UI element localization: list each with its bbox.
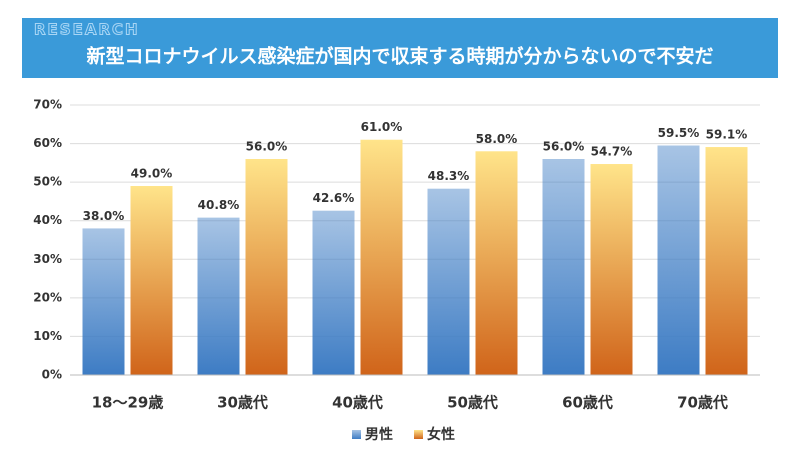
legend-label: 男性	[365, 426, 393, 443]
legend-label: 女性	[427, 426, 455, 443]
y-tick-label: 50%	[33, 175, 62, 189]
y-tick-label: 20%	[33, 290, 62, 304]
bar	[130, 186, 173, 375]
x-tick-label: 60歳代	[562, 394, 613, 412]
x-tick-label: 18〜29歳	[92, 394, 164, 412]
value-label: 58.0%	[476, 132, 518, 146]
bar	[475, 151, 518, 375]
value-label: 56.0%	[246, 140, 288, 154]
x-tick-label: 40歳代	[332, 394, 383, 412]
bar	[245, 159, 288, 375]
bar	[590, 164, 633, 375]
bar	[427, 188, 470, 375]
value-label: 48.3%	[428, 169, 470, 183]
y-tick-label: 10%	[33, 329, 62, 343]
value-label: 61.0%	[361, 120, 403, 134]
x-tick-label: 70歳代	[677, 394, 728, 412]
legend-swatch	[414, 430, 423, 439]
value-label: 59.5%	[658, 126, 700, 140]
bar	[657, 145, 700, 375]
chart-title: 新型コロナウイルス感染症が国内で収束する時期が分からないので不安だ	[86, 45, 713, 68]
y-tick-label: 60%	[33, 136, 62, 150]
x-tick-label: 50歳代	[447, 394, 498, 412]
y-tick-label: 30%	[33, 252, 62, 266]
value-label: 38.0%	[83, 209, 125, 223]
value-label: 56.0%	[543, 140, 585, 154]
bar	[542, 159, 585, 375]
legend-swatch	[352, 430, 361, 439]
bar	[82, 228, 125, 375]
title-banner	[22, 18, 778, 78]
bar	[197, 217, 240, 375]
value-label: 59.1%	[706, 128, 748, 142]
value-label: 54.7%	[591, 145, 633, 159]
bar	[360, 139, 403, 375]
x-tick-label: 30歳代	[217, 394, 268, 412]
y-tick-label: 0%	[42, 368, 62, 382]
value-label: 42.6%	[313, 191, 355, 205]
y-tick-label: 70%	[33, 98, 62, 112]
value-label: 49.0%	[131, 167, 173, 181]
bar	[705, 147, 748, 375]
value-label: 40.8%	[198, 198, 240, 212]
y-tick-label: 40%	[33, 213, 62, 227]
bar	[312, 210, 355, 375]
header-label: RESEARCH	[34, 21, 140, 39]
